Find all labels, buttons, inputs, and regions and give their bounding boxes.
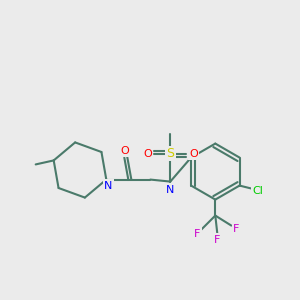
Text: F: F	[233, 224, 239, 234]
Text: O: O	[120, 146, 129, 156]
Text: F: F	[194, 229, 200, 238]
Text: O: O	[143, 148, 152, 159]
Text: F: F	[214, 235, 220, 244]
Text: N: N	[166, 184, 175, 195]
Text: S: S	[166, 147, 174, 160]
Text: O: O	[189, 148, 198, 159]
Text: N: N	[104, 181, 112, 190]
Text: Cl: Cl	[252, 186, 263, 196]
